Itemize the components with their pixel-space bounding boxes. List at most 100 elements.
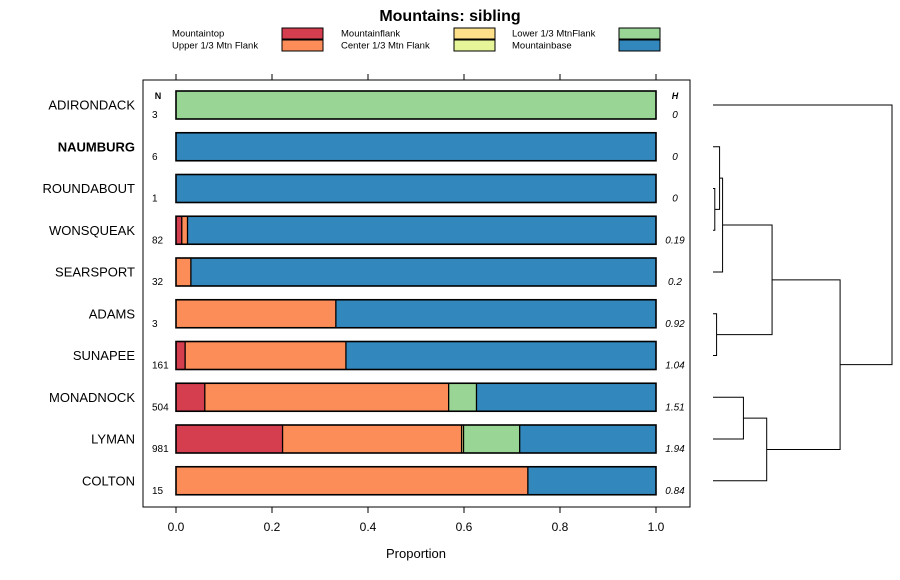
n-value: 504 xyxy=(152,402,169,413)
row-label: ROUNDABOUT xyxy=(43,181,136,196)
h-value: 1.51 xyxy=(665,402,684,413)
x-tick-label: 0.6 xyxy=(456,520,473,534)
bar-segment-mountainbase xyxy=(476,383,656,412)
bar-outline xyxy=(175,257,657,287)
bar-rows: ADIRONDACK 3 0 NAUMBURG 6 0 ROUNDABOUT 1 0 WONSQU… xyxy=(43,90,685,497)
legend-label-upper-1-3-mtn-flank: Upper 1/3 Mtn Flank xyxy=(172,41,258,52)
bar-segment-mountainbase xyxy=(345,341,656,370)
bar-outline xyxy=(175,90,657,120)
bar-segment-mountaintop xyxy=(176,383,205,412)
bar-row-lyman: LYMAN 981 1.94 xyxy=(91,424,685,455)
bar-segment-upper-1-3-mtn-flank xyxy=(185,341,346,370)
legend-swatch-mountainflank xyxy=(453,27,496,40)
row-label: MONADNOCK xyxy=(49,390,135,405)
h-value: 1.04 xyxy=(665,361,685,372)
row-label: NAUMBURG xyxy=(58,139,135,154)
x-tick-label: 0.0 xyxy=(168,520,185,534)
dendrogram-link xyxy=(713,396,744,440)
n-value: 1 xyxy=(152,194,158,205)
n-value: 32 xyxy=(152,277,164,288)
h-value: 0 xyxy=(672,152,678,163)
dendrogram-link xyxy=(713,313,718,356)
bar-segment-upper-1-3-mtn-flank xyxy=(282,425,462,453)
bar-segment-upper-1-3-mtn-flank xyxy=(176,299,336,328)
legend-label-center-1-3-mtn-flank: Center 1/3 Mtn Flank xyxy=(341,41,430,52)
bar-outline xyxy=(175,340,657,371)
bar-row-wonsqueak: WONSQUEAK 82 0.19 xyxy=(49,215,685,246)
bar-outline xyxy=(175,173,657,204)
bar-row-searsport: SEARSPORT 32 0.2 xyxy=(55,257,682,288)
bar-segment-lower-1-3-mtnflank xyxy=(448,383,477,412)
bar-segment-upper-1-3-mtn-flank xyxy=(204,383,449,412)
h-header: H xyxy=(672,91,679,101)
x-tick-label: 1.0 xyxy=(648,520,665,534)
dendrogram-link xyxy=(713,104,893,366)
bar-segment-lower-1-3-mtnflank xyxy=(463,425,520,453)
legend-swatch-lower-1-3-mtnflank xyxy=(618,27,661,40)
x-tick-label: 0.4 xyxy=(360,520,377,534)
bar-outline xyxy=(175,131,657,162)
bar-segment-mountainbase xyxy=(176,132,656,161)
dendrogram-link xyxy=(716,224,773,336)
n-value: 161 xyxy=(152,361,169,372)
bar-row-naumburg: NAUMBURG 6 0 xyxy=(58,131,678,163)
bar-segment-mountaintop xyxy=(176,341,186,370)
bar-row-sunapee: SUNAPEE 161 1.04 xyxy=(73,340,685,372)
legend-swatch-mountaintop xyxy=(281,27,324,40)
n-value: 82 xyxy=(152,235,164,246)
x-axis-label: Proportion xyxy=(386,546,446,561)
dendrogram-link xyxy=(713,417,768,482)
bar-outline xyxy=(175,424,657,454)
bar-segment-mountaintop xyxy=(176,425,283,453)
dendrogram xyxy=(713,104,893,482)
n-value: 6 xyxy=(152,152,158,163)
plot-frame xyxy=(142,79,691,508)
h-value: 1.94 xyxy=(665,444,685,455)
row-label: ADIRONDACK xyxy=(48,98,135,113)
row-label: SEARSPORT xyxy=(55,265,135,280)
bar-row-colton: COLTON 15 0.84 xyxy=(82,465,685,497)
bar-segment-upper-1-3-mtn-flank xyxy=(181,216,188,245)
bar-segment-mountainbase xyxy=(187,216,656,245)
bar-segment-lower-1-3-mtnflank xyxy=(176,91,656,119)
bar-segment-mountainbase xyxy=(527,466,656,495)
x-axis: 0.0 0.2 0.4 0.6 0.8 1.0 xyxy=(168,74,665,534)
x-tick-label: 0.2 xyxy=(264,520,281,534)
n-value: 3 xyxy=(152,110,158,121)
row-label: WONSQUEAK xyxy=(49,223,135,238)
legend-label-mountainbase: Mountainbase xyxy=(512,41,572,52)
h-value: 0.92 xyxy=(665,319,685,330)
bar-outline xyxy=(175,382,657,413)
legend-swatch-center-1-3-mtn-flank xyxy=(453,39,496,52)
legend-label-mountaintop: Mountaintop xyxy=(172,29,224,40)
row-label: ADAMS xyxy=(89,306,136,321)
legend-label-mountainflank: Mountainflank xyxy=(341,29,400,40)
n-value: 3 xyxy=(152,319,158,330)
bar-segment-upper-1-3-mtn-flank xyxy=(176,466,528,495)
bar-segment-mountainbase xyxy=(190,258,656,286)
bar-segment-mountainflank xyxy=(461,425,464,453)
h-value: 0 xyxy=(672,110,678,121)
legend-swatch-upper-1-3-mtn-flank xyxy=(281,39,324,52)
x-tick-label: 0.8 xyxy=(552,520,569,534)
bar-outline xyxy=(175,465,657,496)
h-value: 0.19 xyxy=(665,235,685,246)
bar-segment-mountainbase xyxy=(519,425,656,453)
bar-segment-mountainbase xyxy=(335,299,656,328)
bar-row-roundabout: ROUNDABOUT 1 0 xyxy=(43,173,678,205)
row-label: COLTON xyxy=(82,473,135,488)
bar-row-monadnock: MONADNOCK 504 1.51 xyxy=(49,382,685,413)
bar-segment-upper-1-3-mtn-flank xyxy=(176,258,191,286)
n-value: 15 xyxy=(152,486,164,497)
chart-title: Mountains: sibling xyxy=(379,8,520,25)
bar-segment-mountaintop xyxy=(176,216,182,245)
bar-outline xyxy=(175,298,657,329)
legend-label-lower-1-3-mtnflank: Lower 1/3 MtnFlank xyxy=(512,29,596,40)
bar-row-adirondack: ADIRONDACK 3 0 xyxy=(48,90,678,121)
row-label: SUNAPEE xyxy=(73,348,135,363)
bar-outline xyxy=(175,215,657,246)
h-value: 0 xyxy=(672,194,678,205)
bar-row-adams: ADAMS 3 0.92 xyxy=(89,298,685,330)
